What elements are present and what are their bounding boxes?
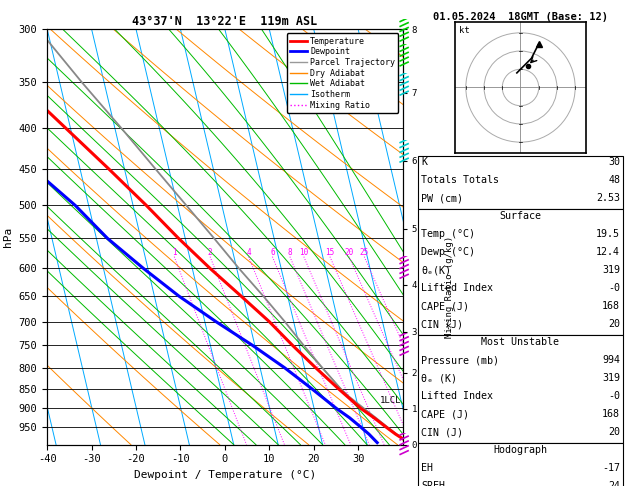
Text: 12.4: 12.4 xyxy=(596,247,620,258)
Text: 2: 2 xyxy=(208,248,213,257)
Text: K: K xyxy=(421,157,428,168)
Text: Most Unstable: Most Unstable xyxy=(481,337,560,347)
Text: θₑ (K): θₑ (K) xyxy=(421,373,457,383)
Legend: Temperature, Dewpoint, Parcel Trajectory, Dry Adiabat, Wet Adiabat, Isotherm, Mi: Temperature, Dewpoint, Parcel Trajectory… xyxy=(287,34,398,113)
Y-axis label: hPa: hPa xyxy=(3,227,13,247)
Text: CAPE (J): CAPE (J) xyxy=(421,409,469,419)
Text: 01.05.2024  18GMT (Base: 12): 01.05.2024 18GMT (Base: 12) xyxy=(433,12,608,22)
Text: 24: 24 xyxy=(608,481,620,486)
Text: 6: 6 xyxy=(270,248,275,257)
Text: 1LCL: 1LCL xyxy=(380,396,401,405)
Text: kt: kt xyxy=(459,25,469,35)
Text: Lifted Index: Lifted Index xyxy=(421,391,493,401)
Text: 319: 319 xyxy=(602,265,620,276)
Text: 2.53: 2.53 xyxy=(596,193,620,204)
Text: Mixing Ratio (g/kg): Mixing Ratio (g/kg) xyxy=(445,236,454,338)
Text: 20: 20 xyxy=(608,319,620,330)
Text: CIN (J): CIN (J) xyxy=(421,427,464,437)
Text: Lifted Index: Lifted Index xyxy=(421,283,493,294)
Text: -0: -0 xyxy=(608,391,620,401)
Text: -0: -0 xyxy=(608,283,620,294)
Text: 10: 10 xyxy=(299,248,308,257)
Text: 994: 994 xyxy=(602,355,620,365)
Text: 25: 25 xyxy=(360,248,369,257)
Title: 43°37'N  13°22'E  119m ASL: 43°37'N 13°22'E 119m ASL xyxy=(132,15,318,28)
Text: -17: -17 xyxy=(602,463,620,473)
Text: 15: 15 xyxy=(325,248,335,257)
Text: SREH: SREH xyxy=(421,481,445,486)
Text: Hodograph: Hodograph xyxy=(494,445,547,455)
Text: CAPE (J): CAPE (J) xyxy=(421,301,469,312)
Text: Pressure (mb): Pressure (mb) xyxy=(421,355,499,365)
Y-axis label: km
ASL: km ASL xyxy=(425,215,442,237)
Text: 4: 4 xyxy=(247,248,251,257)
Text: CIN (J): CIN (J) xyxy=(421,319,464,330)
Text: 168: 168 xyxy=(602,301,620,312)
Text: 19.5: 19.5 xyxy=(596,229,620,240)
Text: Totals Totals: Totals Totals xyxy=(421,175,499,186)
Text: Dewp (°C): Dewp (°C) xyxy=(421,247,476,258)
Text: Temp (°C): Temp (°C) xyxy=(421,229,476,240)
Text: Surface: Surface xyxy=(499,211,542,222)
Text: 30: 30 xyxy=(608,157,620,168)
Text: 48: 48 xyxy=(608,175,620,186)
Text: 20: 20 xyxy=(608,427,620,437)
Text: 8: 8 xyxy=(287,248,292,257)
Text: 20: 20 xyxy=(345,248,353,257)
Text: 319: 319 xyxy=(602,373,620,383)
Text: PW (cm): PW (cm) xyxy=(421,193,464,204)
Text: 1: 1 xyxy=(172,248,177,257)
Text: EH: EH xyxy=(421,463,433,473)
X-axis label: Dewpoint / Temperature (°C): Dewpoint / Temperature (°C) xyxy=(134,470,316,480)
Text: 168: 168 xyxy=(602,409,620,419)
Text: θₑ(K): θₑ(K) xyxy=(421,265,452,276)
